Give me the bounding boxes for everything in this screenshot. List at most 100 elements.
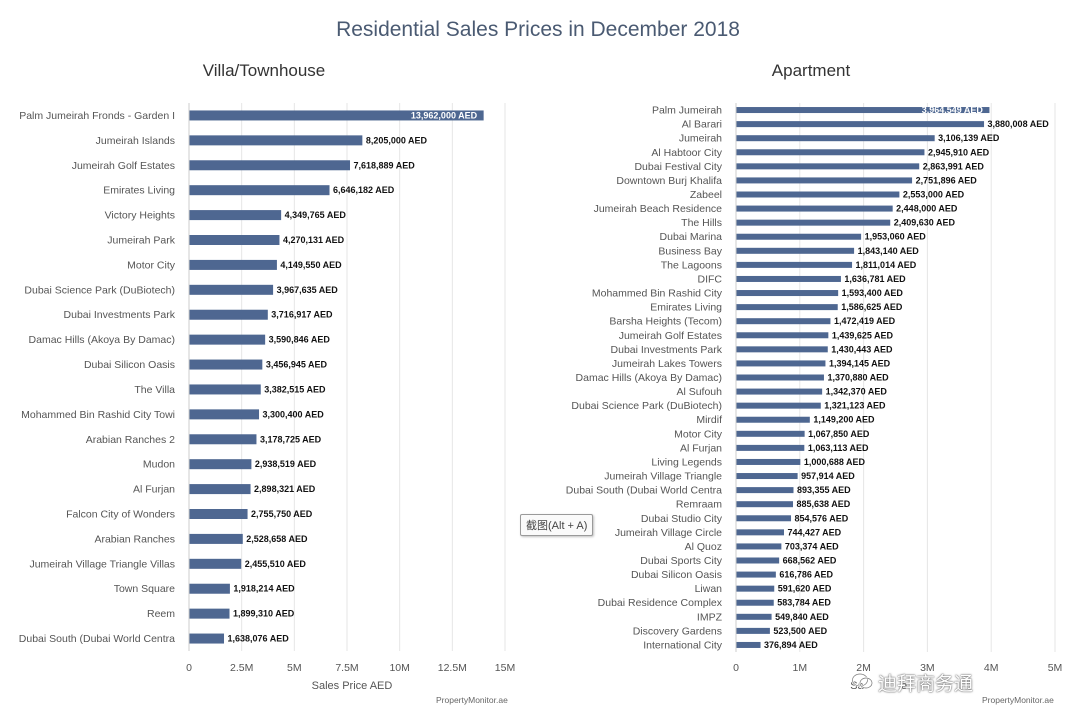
- data-label: 1,370,880 AED: [827, 373, 889, 383]
- category-label: Town Square: [114, 583, 175, 595]
- data-label: 8,205,000 AED: [366, 135, 428, 145]
- data-label: 1,918,214 AED: [233, 584, 295, 594]
- category-label: Mirdif: [696, 414, 722, 426]
- bar: [736, 402, 821, 409]
- data-label: 2,751,896 AED: [916, 175, 978, 185]
- watermark-text: 迪拜商务通: [878, 674, 974, 695]
- bar: [736, 627, 770, 634]
- category-label: Dubai Silicon Oasis: [84, 359, 175, 371]
- category-label: Palm Jumeirah: [652, 105, 722, 117]
- bar: [189, 633, 225, 644]
- data-label: 3,716,917 AED: [271, 310, 333, 320]
- category-label: Zabeel: [690, 189, 722, 201]
- bar: [736, 557, 780, 564]
- data-label: 1,811,014 AED: [856, 260, 917, 270]
- wechat-icon: [851, 673, 873, 689]
- category-label: Arabian Ranches: [94, 533, 175, 545]
- category-label: Damac Hills (Akoya By Damac): [576, 372, 722, 384]
- x-tick-label: 3M: [920, 662, 935, 674]
- category-label: Dubai Festival City: [634, 161, 722, 173]
- villa-chart: Villa/Townhouse 0 2.5M 5M 7.5M 10M 12.5M 15M Pal…: [19, 61, 515, 692]
- category-label: Jumeirah Village Circle: [615, 527, 722, 539]
- bar: [736, 515, 792, 522]
- category-label: Business Bay: [658, 245, 722, 257]
- bar: [736, 163, 920, 170]
- category-label: Damac Hills (Akoya By Damac): [29, 334, 175, 346]
- data-label: 1,953,060 AED: [865, 232, 927, 242]
- data-label: 3,178,725 AED: [260, 434, 322, 444]
- data-label: 1,149,200 AED: [813, 415, 875, 425]
- chart-title: Apartment: [772, 61, 851, 80]
- data-label: 668,562 AED: [783, 556, 837, 566]
- data-label: 591,620 AED: [778, 584, 832, 594]
- bar: [736, 205, 893, 212]
- category-label: Dubai Marina: [660, 231, 723, 243]
- bar: [736, 261, 853, 268]
- data-label: 6,646,182 AED: [333, 185, 395, 195]
- data-label: 4,149,550 AED: [280, 260, 342, 270]
- bar: [189, 259, 277, 270]
- data-label: 549,840 AED: [775, 612, 829, 622]
- data-label: 3,106,139 AED: [938, 133, 1000, 143]
- bar: [189, 484, 251, 495]
- bar: [736, 290, 839, 297]
- bar: [189, 359, 263, 370]
- data-label: 1,430,443 AED: [831, 344, 893, 354]
- bar: [736, 177, 913, 184]
- category-label: Emirates Living: [103, 185, 175, 197]
- data-label: 13,962,000 AED: [411, 110, 478, 120]
- data-label: 616,786 AED: [779, 570, 833, 580]
- category-label: Mohammed Bin Rashid City: [592, 288, 723, 300]
- category-label: Emirates Living: [650, 302, 722, 314]
- data-label: 2,528,658 AED: [246, 534, 308, 544]
- bar: [736, 360, 826, 367]
- category-label: Al Sufouh: [676, 386, 722, 398]
- bar: [736, 444, 805, 451]
- category-label: Motor City: [127, 259, 176, 271]
- bar: [736, 149, 925, 156]
- bar: [736, 346, 828, 353]
- x-tick-label: 10M: [389, 662, 409, 674]
- x-axis-label-tail: e: [901, 680, 907, 692]
- chart-title: Villa/Townhouse: [203, 61, 326, 80]
- data-label: 1,843,140 AED: [858, 246, 920, 256]
- bar: [736, 473, 798, 480]
- category-label: Al Habtoor City: [651, 147, 722, 159]
- bar: [189, 533, 243, 544]
- bar: [189, 384, 261, 395]
- bar: [189, 558, 242, 569]
- data-label: 3,456,945 AED: [266, 360, 328, 370]
- bar: [189, 110, 484, 121]
- data-label: 2,863,991 AED: [923, 161, 985, 171]
- bar: [736, 318, 831, 325]
- x-tick-label: 5M: [287, 662, 302, 674]
- data-label: 2,945,910 AED: [928, 147, 990, 157]
- bar: [736, 233, 862, 240]
- bar: [736, 374, 824, 381]
- category-label: Dubai Residence Complex: [598, 597, 723, 609]
- credit-label: PropertyMonitor.ae: [982, 695, 1054, 705]
- credit-label: PropertyMonitor.ae: [436, 695, 508, 705]
- data-label: 4,349,765 AED: [285, 210, 347, 220]
- category-label: Remraam: [676, 499, 722, 511]
- x-tick-label: 5M: [1048, 662, 1063, 674]
- bar: [736, 416, 810, 423]
- category-label: Palm Jumeirah Fronds - Garden I: [19, 110, 175, 122]
- apartment-chart: Apartment 0 1M 2M 3M 4M 5M Palm Jumeirah 3,964,5…: [566, 61, 1063, 692]
- bar: [189, 608, 230, 619]
- category-label: The Villa: [134, 384, 175, 396]
- data-label: 1,067,850 AED: [808, 429, 870, 439]
- category-label: Arabian Ranches 2: [86, 434, 175, 446]
- data-label: 703,374 AED: [785, 541, 839, 551]
- category-label: Jumeirah: [679, 133, 722, 145]
- category-label: Reem: [147, 608, 175, 620]
- data-label: 3,964,549 AED: [922, 105, 984, 115]
- bar: [189, 334, 266, 345]
- screenshot-tooltip: 截图(Alt + A): [520, 514, 594, 536]
- data-label: 1,439,625 AED: [832, 330, 894, 340]
- category-label: The Lagoons: [661, 259, 722, 271]
- category-label: Dubai Sports City: [640, 555, 722, 567]
- bar: [736, 430, 805, 437]
- data-label: 1,321,123 AED: [824, 401, 886, 411]
